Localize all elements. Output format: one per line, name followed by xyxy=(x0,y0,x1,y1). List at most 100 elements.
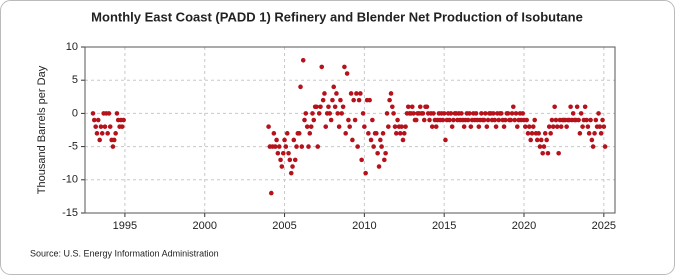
data-point xyxy=(409,104,415,110)
data-point xyxy=(318,104,323,110)
data-point xyxy=(520,111,526,116)
data-point xyxy=(602,144,608,149)
data-point xyxy=(308,124,314,129)
data-point xyxy=(576,117,581,123)
data-point xyxy=(105,131,110,136)
data-point xyxy=(326,104,331,110)
data-point xyxy=(447,117,452,123)
data-point xyxy=(342,64,347,70)
data-point xyxy=(585,124,591,129)
data-point xyxy=(276,144,282,149)
data-point xyxy=(347,124,352,129)
data-point xyxy=(275,150,281,156)
data-point xyxy=(360,111,366,116)
data-point xyxy=(376,164,382,169)
data-point xyxy=(590,144,596,149)
data-point xyxy=(93,124,98,129)
data-point xyxy=(451,117,456,123)
x-tick-label: 2005 xyxy=(272,220,296,232)
data-point xyxy=(596,111,601,116)
data-point xyxy=(91,117,97,123)
data-point xyxy=(292,157,298,163)
y-tick-label: 0 xyxy=(72,107,78,119)
data-point xyxy=(332,104,338,110)
data-point xyxy=(558,124,564,129)
data-point xyxy=(554,124,560,129)
data-point xyxy=(371,144,376,149)
data-point xyxy=(491,111,496,116)
data-point xyxy=(268,190,274,196)
data-point xyxy=(473,111,479,116)
data-point xyxy=(501,124,507,129)
data-point xyxy=(311,117,317,123)
data-point xyxy=(536,131,541,136)
x-tick-label: 2010 xyxy=(352,220,376,232)
data-point xyxy=(280,150,286,156)
data-point xyxy=(97,137,102,143)
data-point xyxy=(106,111,112,116)
data-point xyxy=(556,150,561,156)
data-point xyxy=(113,131,118,136)
data-point xyxy=(102,124,108,129)
data-point xyxy=(588,117,593,123)
data-point xyxy=(589,137,595,143)
data-point xyxy=(580,124,585,129)
data-point xyxy=(395,117,400,123)
y-tick-label: -5 xyxy=(68,141,78,153)
data-point xyxy=(304,124,310,129)
data-point xyxy=(534,137,540,143)
x-tick-label: 2000 xyxy=(192,220,216,232)
data-point xyxy=(330,97,335,103)
data-point xyxy=(530,124,536,129)
data-point xyxy=(352,117,358,123)
data-point xyxy=(315,144,321,149)
data-point xyxy=(338,97,343,103)
data-point xyxy=(121,117,126,123)
data-point xyxy=(288,170,294,176)
data-point xyxy=(384,111,390,116)
data-point xyxy=(484,124,490,129)
data-point xyxy=(540,150,545,156)
data-point xyxy=(111,137,117,143)
data-point xyxy=(461,124,467,129)
data-point xyxy=(493,124,499,129)
data-point xyxy=(405,104,411,110)
data-point xyxy=(492,117,498,123)
y-axis-label: Thousand Barrels per Day xyxy=(36,65,48,194)
data-point xyxy=(421,117,427,123)
data-point xyxy=(368,137,374,143)
data-point xyxy=(348,91,354,96)
data-point xyxy=(388,91,394,96)
data-point xyxy=(403,124,408,129)
data-point xyxy=(465,117,471,123)
data-point xyxy=(383,150,388,156)
data-point xyxy=(513,111,519,116)
data-point xyxy=(440,117,446,123)
data-point xyxy=(274,137,279,143)
data-point xyxy=(359,157,364,163)
data-point xyxy=(99,131,105,136)
data-point xyxy=(303,111,309,116)
data-point xyxy=(331,84,337,90)
data-point xyxy=(545,150,551,156)
data-point xyxy=(593,117,599,123)
data-point xyxy=(411,111,416,116)
data-point xyxy=(278,157,283,163)
data-point xyxy=(350,137,355,143)
data-point xyxy=(542,131,548,136)
y-tick-label: -15 xyxy=(62,207,78,219)
data-point xyxy=(343,131,348,136)
data-point xyxy=(468,124,474,129)
data-point xyxy=(327,111,333,116)
data-point xyxy=(597,124,603,129)
data-point xyxy=(550,124,556,129)
data-point xyxy=(459,111,464,116)
data-point xyxy=(549,117,555,123)
data-point xyxy=(300,57,306,63)
data-point xyxy=(114,111,120,116)
data-point xyxy=(323,124,329,129)
data-point xyxy=(316,111,322,116)
data-point xyxy=(307,131,313,136)
data-point xyxy=(314,104,319,110)
